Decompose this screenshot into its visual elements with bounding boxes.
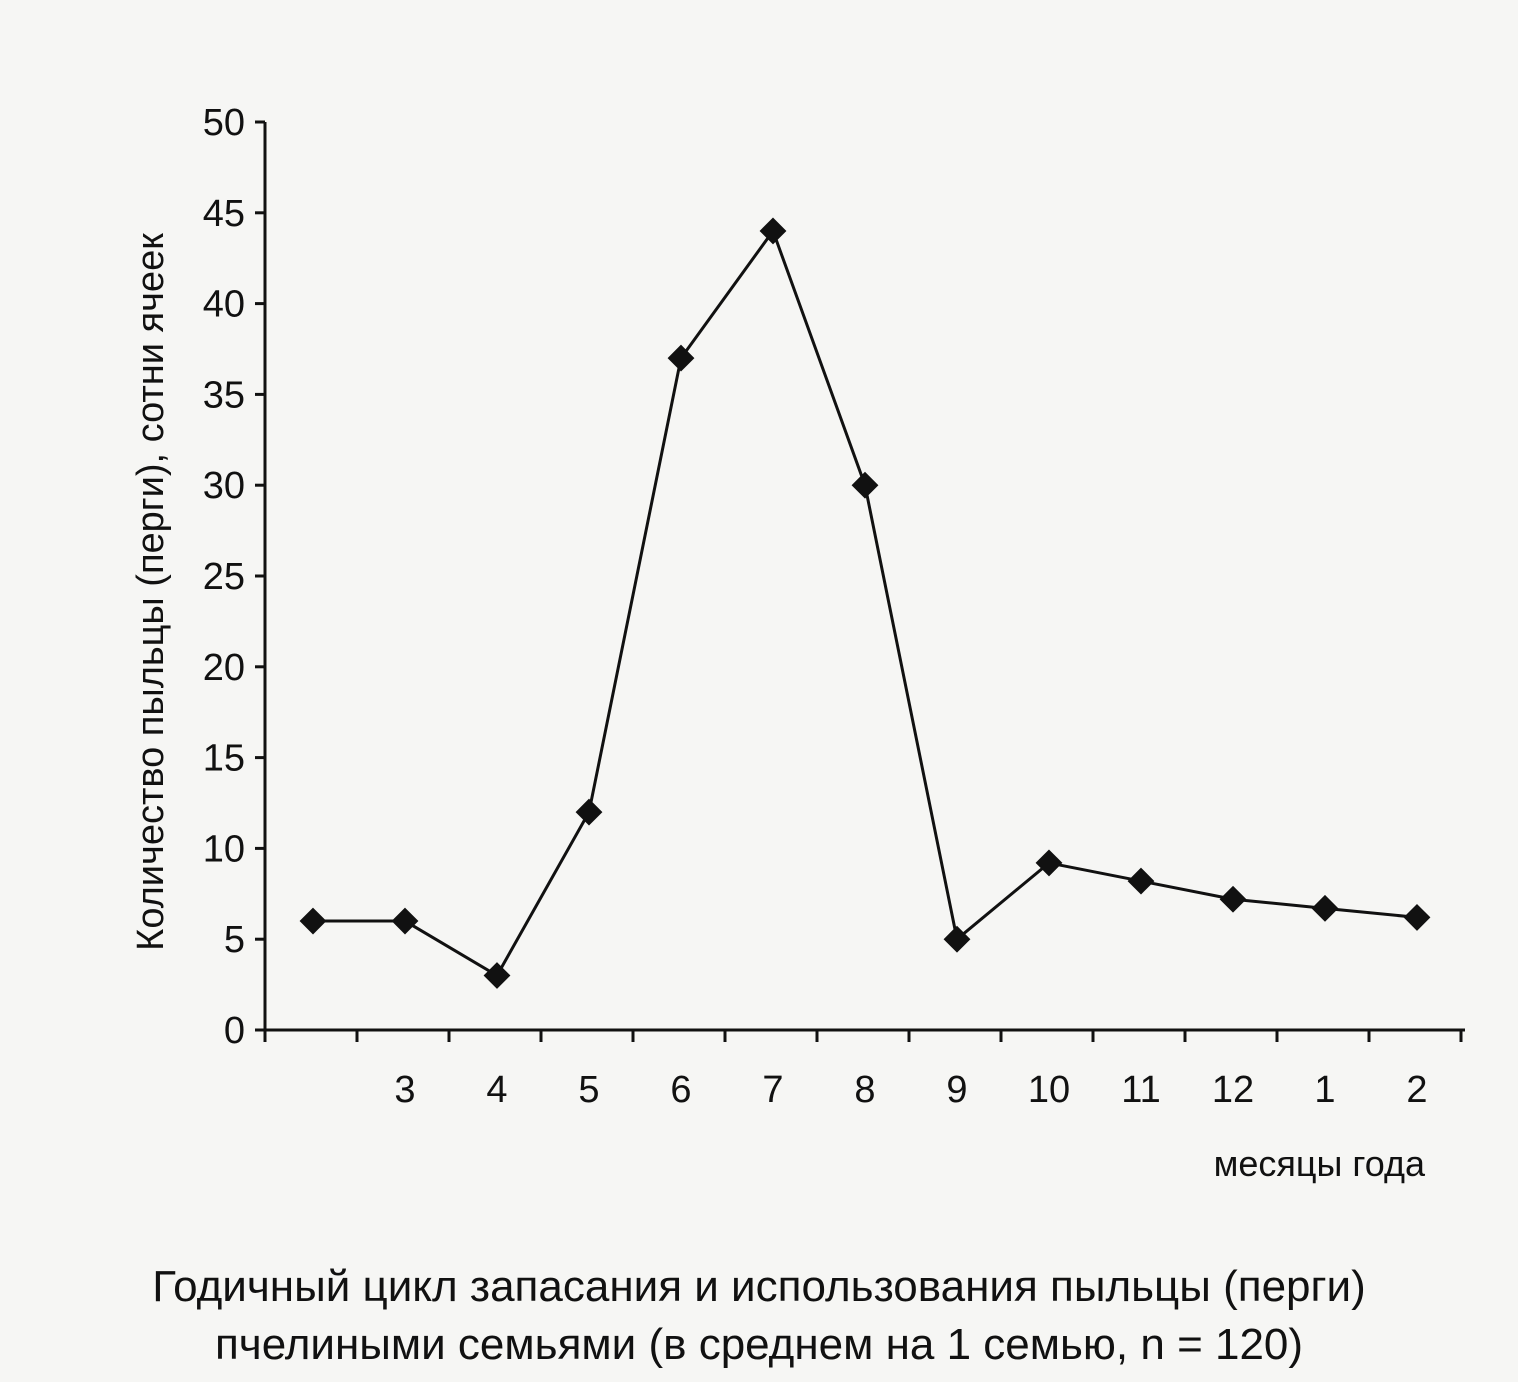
y-tick-label: 5 [224, 919, 245, 961]
figure-caption: Годичный цикл запасания и использования … [0, 1258, 1518, 1374]
data-point [667, 344, 695, 372]
series-line [313, 227, 1418, 978]
data-point [299, 907, 327, 935]
x-tick-label: 9 [946, 1069, 967, 1111]
x-tick-label: 12 [1212, 1069, 1254, 1111]
data-point [1311, 894, 1339, 922]
y-tick-label: 35 [203, 374, 245, 416]
y-tick-label: 45 [203, 193, 245, 235]
data-point [943, 925, 971, 953]
x-axis-title: месяцы года [1214, 1143, 1426, 1184]
data-point [1403, 903, 1431, 931]
y-tick-label: 0 [224, 1010, 245, 1052]
data-point [759, 217, 787, 245]
y-tick-label: 40 [203, 284, 245, 326]
y-tick-label: 25 [203, 556, 245, 598]
x-tick-label: 3 [394, 1069, 415, 1111]
y-tick-label: 50 [203, 102, 245, 144]
data-point [1127, 867, 1155, 895]
caption-line-1: Годичный цикл запасания и использования … [152, 1262, 1366, 1311]
caption-line-2: пчелиными семьями (в среднем на 1 семью,… [214, 1320, 1304, 1369]
x-tick-label: 7 [762, 1069, 783, 1111]
y-axis-title: Количество пыльцы (перги), сотни ячеек [130, 233, 172, 951]
y-tick-label: 20 [203, 647, 245, 689]
data-point [575, 798, 603, 826]
data-point [851, 471, 879, 499]
x-tick-label: 8 [854, 1069, 875, 1111]
data-point [483, 962, 511, 989]
x-tick-label: 1 [1314, 1069, 1335, 1111]
x-tick-label: 11 [1121, 1069, 1160, 1111]
data-point [391, 907, 419, 935]
y-tick-label: 30 [203, 465, 245, 507]
x-tick-label: 4 [486, 1069, 507, 1111]
x-tick-label: 5 [578, 1069, 599, 1111]
y-tick-label: 10 [203, 828, 245, 870]
x-tick-label: 10 [1028, 1069, 1070, 1111]
x-tick-label: 2 [1406, 1069, 1427, 1111]
data-point [1035, 849, 1063, 877]
y-tick-label: 15 [203, 738, 245, 780]
x-tick-label: 6 [670, 1069, 691, 1111]
data-point [1219, 885, 1247, 913]
